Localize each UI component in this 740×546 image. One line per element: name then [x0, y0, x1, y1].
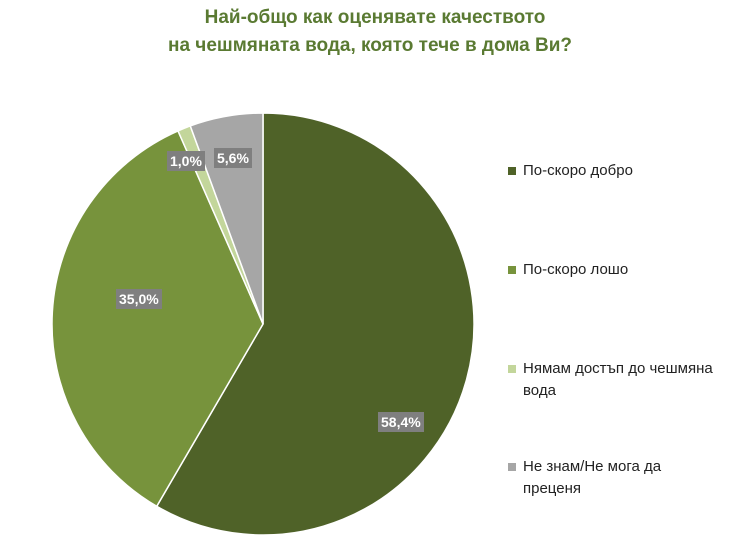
chart-title: Най-общо как оценявате качеството на чеш…: [0, 4, 740, 60]
legend-swatch-dont-know: [508, 463, 516, 471]
legend-swatch-no-access: [508, 365, 516, 373]
chart-title-line-2: на чешмяната вода, която тече в дома Ви?: [167, 35, 572, 56]
legend-item-good: По-скоро добро: [508, 160, 738, 182]
legend-swatch-good: [508, 167, 516, 175]
data-label-bad: 35,0%: [116, 289, 162, 309]
chart-title-line-1: Най-общо как оценявате качеството: [204, 7, 546, 28]
legend-item-no-access: Нямам достъп до чешмяна вода: [508, 358, 728, 402]
legend-item-bad: По-скоро лошо: [508, 259, 738, 281]
data-label-no-access: 1,0%: [167, 151, 205, 171]
legend-swatch-bad: [508, 266, 516, 274]
slice-bad: [51, 129, 264, 508]
data-label-good: 58,4%: [378, 412, 424, 432]
data-label-dont-know: 5,6%: [214, 148, 252, 168]
legend-item-dont-know: Не знам/Не мога да преценя: [508, 456, 708, 500]
